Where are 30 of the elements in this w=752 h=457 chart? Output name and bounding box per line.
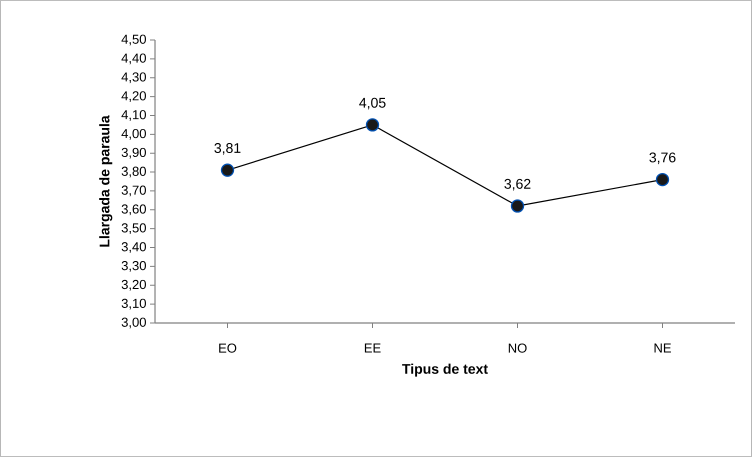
data-label: 3,76 xyxy=(649,152,676,164)
y-tick-label: 3,20 xyxy=(122,280,146,291)
y-tick-label: 4,10 xyxy=(121,110,146,121)
data-label: 3,62 xyxy=(504,178,530,190)
data-label: 3,81 xyxy=(214,143,240,155)
y-tick-label: 3,60 xyxy=(122,204,146,216)
y-tick-label: 3,90 xyxy=(122,148,146,159)
y-tick-label: 3,30 xyxy=(122,261,146,272)
point xyxy=(220,164,234,177)
y-tick-label: 3,70 xyxy=(122,186,146,196)
y-tick-label: 4,40 xyxy=(121,53,146,64)
point xyxy=(656,172,670,186)
x-axis-title: Tipus de text xyxy=(402,364,488,377)
y-axis-title: Llargada de paraula xyxy=(99,115,112,247)
x-tick-label: EE xyxy=(364,344,381,352)
x-tick-label: NE xyxy=(654,344,671,352)
point xyxy=(366,118,380,132)
y-tick-label: 3,40 xyxy=(122,242,146,253)
y-tick-label: 4,50 xyxy=(121,34,146,46)
y-tick-label: 3,50 xyxy=(122,223,146,234)
y-tick-label: 3,00 xyxy=(122,318,146,328)
x-tick-label: NO xyxy=(508,344,527,353)
y-tick-label: 4,30 xyxy=(121,72,146,84)
y-tick-label: 4,00 xyxy=(121,128,146,140)
y-tick-label: 3,10 xyxy=(122,298,146,310)
data-label: 4,05 xyxy=(359,98,386,110)
y-tick-label: 4,20 xyxy=(121,91,146,102)
y-tick-label: 3,80 xyxy=(122,166,146,178)
x-tick-label: EO xyxy=(219,344,236,353)
point xyxy=(510,199,524,213)
